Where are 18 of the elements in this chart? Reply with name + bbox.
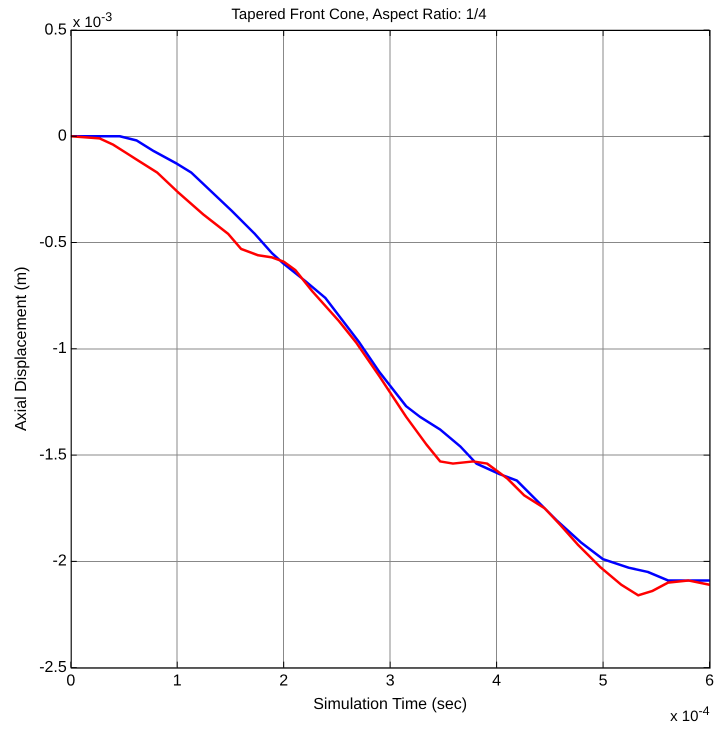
x-tick-label: 4	[492, 672, 502, 690]
x-tick-label: 6	[705, 672, 714, 690]
annotation: x 10$^{-3}$	[72, 10, 112, 31]
chart-title: Tapered Front Cone, Aspect Ratio: 1/4	[231, 6, 487, 24]
y-tick-label: -0.5	[39, 234, 67, 251]
y-tick-label: -1.5	[39, 446, 67, 464]
x-tick-label: 3	[386, 672, 395, 690]
x-tick-label: 5	[598, 672, 608, 690]
text: x 10$^{-4}$	[670, 704, 710, 725]
x-tick-label: 2	[279, 672, 288, 690]
x-tick-label: 1	[172, 672, 182, 690]
y-tick-label: 0.5	[44, 21, 67, 38]
y-axis-title: Axial Displacement (m)	[13, 266, 30, 432]
x-axis-title: Simulation Time (sec)	[313, 696, 468, 713]
y-tick-label: 0	[58, 128, 67, 145]
y-tick-label: -2	[52, 552, 67, 570]
y-tick-label: -2.5	[39, 659, 67, 676]
y-tick-label: -1	[52, 340, 67, 358]
